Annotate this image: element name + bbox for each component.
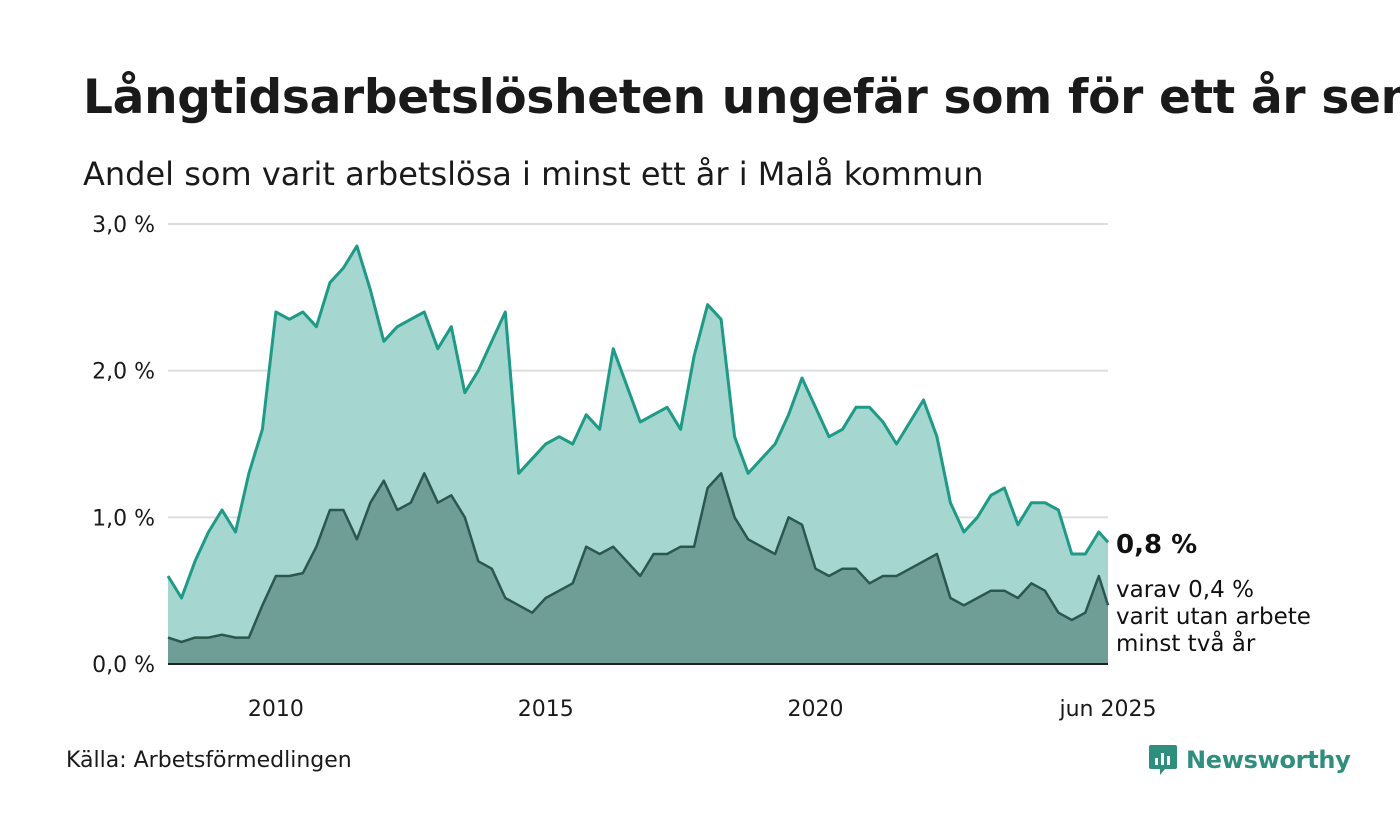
x-tick-label: 2020 (788, 697, 844, 722)
y-axis-ticks: 0,0 % 1,0 % 2,0 % 3,0 % (92, 213, 155, 678)
series-two-year-area (168, 473, 1108, 664)
end-sub-label-line3: minst två år (1116, 629, 1256, 657)
x-tick-label: 2015 (518, 697, 574, 722)
y-tick-label: 2,0 % (92, 360, 155, 385)
y-tick-label: 0,0 % (92, 653, 155, 678)
newsworthy-logo-icon (1149, 745, 1177, 775)
chart-subtitle: Andel som varit arbetslösa i minst ett å… (83, 155, 984, 193)
y-tick-label: 3,0 % (92, 213, 155, 238)
y-tick-label: 1,0 % (92, 506, 155, 531)
end-sub-label-line2: varit utan arbete (1116, 604, 1311, 630)
end-sub-label-line1: varav 0,4 % (1116, 577, 1254, 603)
x-axis-ticks: 2010 2015 2020 jun 2025 (248, 697, 1157, 722)
source-label: Källa: Arbetsförmedlingen (66, 748, 352, 773)
chart-title: Långtidsarbetslösheten ungefär som för e… (83, 70, 1400, 125)
end-value-label: 0,8 % (1116, 530, 1197, 560)
brand-logo: Newsworthy (1148, 743, 1351, 777)
series-total-line (166, 244, 1110, 600)
x-tick-label: 2010 (248, 697, 304, 722)
brand-name: Newsworthy (1186, 746, 1351, 774)
series-two-year-line (167, 472, 1110, 644)
x-tick-label: jun 2025 (1059, 697, 1157, 722)
